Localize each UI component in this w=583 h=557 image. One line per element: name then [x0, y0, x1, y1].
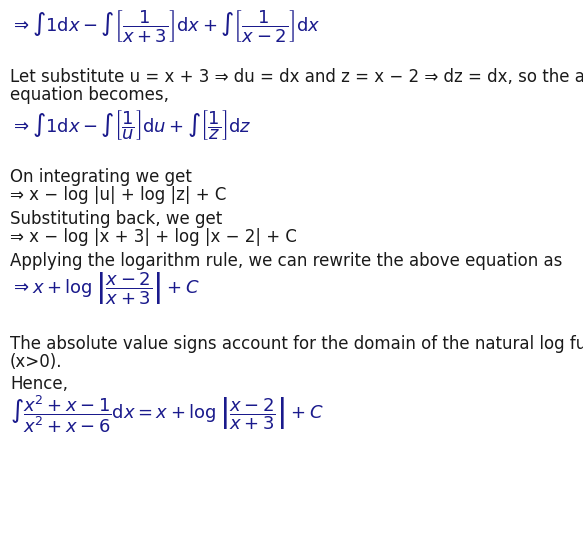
Text: ⇒ x − log |x + 3| + log |x − 2| + C: ⇒ x − log |x + 3| + log |x − 2| + C: [10, 228, 297, 246]
Text: On integrating we get: On integrating we get: [10, 168, 192, 186]
Text: Substituting back, we get: Substituting back, we get: [10, 210, 222, 228]
Text: ⇒ x − log |u| + log |z| + C: ⇒ x − log |u| + log |z| + C: [10, 186, 226, 204]
Text: (x>0).: (x>0).: [10, 353, 62, 371]
Text: equation becomes,: equation becomes,: [10, 86, 169, 104]
Text: Hence,: Hence,: [10, 375, 68, 393]
Text: Let substitute u = x + 3 ⇒ du = dx and z = x − 2 ⇒ dz = dx, so the above: Let substitute u = x + 3 ⇒ du = dx and z…: [10, 68, 583, 86]
Text: $\Rightarrow  x + \log\left|\dfrac{x-2}{x+3}\right|  +  C$: $\Rightarrow x + \log\left|\dfrac{x-2}{x…: [10, 270, 199, 306]
Text: $\Rightarrow \int 1\mathrm{d}x - \int \left[\dfrac{1}{x+3}\right]\mathrm{d}x + \: $\Rightarrow \int 1\mathrm{d}x - \int \l…: [10, 8, 321, 44]
Text: Applying the logarithm rule, we can rewrite the above equation as: Applying the logarithm rule, we can rewr…: [10, 252, 563, 270]
Text: $\int\dfrac{x^2+x-1}{x^2+x-6}\mathrm{d}x  =  x + \log\left|\dfrac{x-2}{x+3}\righ: $\int\dfrac{x^2+x-1}{x^2+x-6}\mathrm{d}x…: [10, 393, 324, 435]
Text: $\Rightarrow \int 1\mathrm{d}x - \int \left[\dfrac{1}{u}\right]\mathrm{d}u  +  \: $\Rightarrow \int 1\mathrm{d}x - \int \l…: [10, 108, 252, 142]
Text: The absolute value signs account for the domain of the natural log function: The absolute value signs account for the…: [10, 335, 583, 353]
